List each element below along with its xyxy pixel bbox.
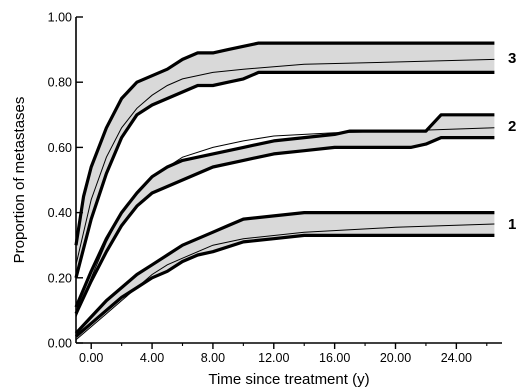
y-tick-label: 0.00 bbox=[48, 337, 72, 351]
curve-label-1: 1 bbox=[508, 216, 516, 233]
fitted-curve-2 bbox=[75, 127, 495, 318]
x-tick-label: 24.00 bbox=[441, 351, 472, 365]
y-tick-label: 0.60 bbox=[48, 141, 72, 155]
x-tick-label: 4.00 bbox=[140, 351, 164, 365]
y-tick-label: 0.20 bbox=[48, 271, 72, 285]
y-tick-label: 1.00 bbox=[48, 11, 72, 25]
x-tick-label: 0.00 bbox=[79, 351, 103, 365]
curve-label-2: 2 bbox=[508, 118, 516, 135]
y-tick-label: 0.40 bbox=[48, 206, 72, 220]
x-tick-label: 16.00 bbox=[319, 351, 350, 365]
x-axis-label: Time since treatment (y) bbox=[208, 371, 369, 388]
fitted-curve-3 bbox=[75, 58, 495, 265]
y-tick-label: 0.80 bbox=[48, 76, 72, 90]
axes: 0.00 0.20 0.40 0.60 0.80 1.00 0.00 4.00 8.00 12.0… bbox=[48, 11, 502, 365]
lower-bound-line-3 bbox=[74, 70, 495, 279]
x-tick-label: 12.00 bbox=[258, 351, 289, 365]
upper-bound-line-3 bbox=[74, 41, 495, 246]
confidence-band-3 bbox=[76, 43, 495, 278]
curve-label-3: 3 bbox=[508, 50, 516, 67]
lower-bound-line-2 bbox=[74, 136, 495, 315]
lower-bound-line-1 bbox=[74, 233, 495, 338]
upper-bound-line-1 bbox=[74, 211, 495, 335]
x-tick-label: 8.00 bbox=[201, 351, 225, 365]
plot-area: 3 2 1 bbox=[74, 41, 516, 341]
y-axis-label: Proportion of metastases bbox=[11, 97, 28, 264]
fitted-curve-1 bbox=[75, 223, 495, 341]
x-tick-label: 20.00 bbox=[380, 351, 411, 365]
confidence-band-2 bbox=[76, 114, 495, 314]
